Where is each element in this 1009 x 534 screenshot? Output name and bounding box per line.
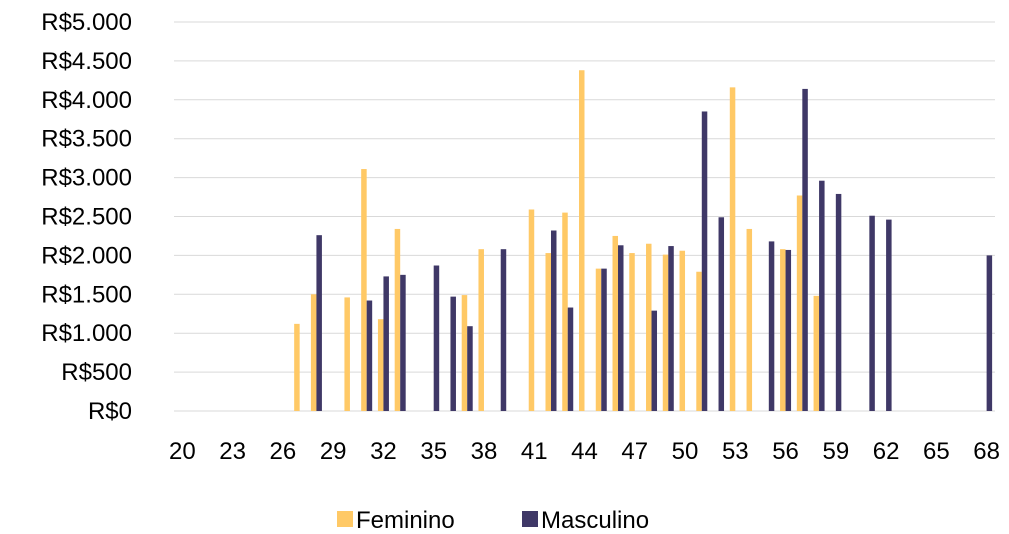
bar-masculino-43	[567, 307, 574, 411]
x-tick-label: 68	[973, 438, 1000, 465]
bar-masculino-56	[785, 249, 792, 411]
y-tick-label: R$3.500	[41, 126, 132, 153]
bar-masculino-59	[835, 193, 842, 411]
bar-masculino-51	[701, 111, 708, 411]
x-axis-ticks: 20 23 26 29 32 35 38 41 44 47 50 53 56 59 62 65 68	[169, 438, 1000, 465]
bar-feminino-49	[662, 254, 669, 411]
legend-swatch-masculino	[522, 511, 538, 527]
x-tick-label: 53	[722, 438, 749, 465]
y-tick-label: R$0	[88, 398, 132, 425]
bar-masculino-58	[819, 180, 825, 411]
bar-feminino-30	[344, 297, 350, 411]
x-tick-label: 41	[521, 438, 548, 465]
bar-feminino-58	[813, 295, 820, 411]
bar-feminino-27	[294, 323, 300, 411]
x-tick-label: 50	[672, 438, 699, 465]
y-tick-label: R$5.000	[41, 9, 132, 36]
legend-label-feminino: Feminino	[356, 507, 455, 534]
bar-feminino-57	[796, 195, 803, 411]
bar-masculino-32	[383, 276, 389, 411]
bar-masculino-62	[886, 219, 892, 411]
bar-masculino-46	[618, 245, 624, 411]
x-tick-label: 26	[270, 438, 297, 465]
x-tick-label: 62	[873, 438, 900, 465]
bar-feminino-32	[377, 319, 384, 411]
x-tick-label: 32	[370, 438, 397, 465]
bar-masculino-28	[316, 235, 322, 411]
legend-swatch-feminino	[337, 511, 353, 527]
x-tick-label: 23	[219, 438, 246, 465]
bar-masculino-31	[366, 300, 373, 411]
bar-masculino-37	[467, 326, 473, 411]
y-tick-label: R$1.000	[41, 320, 132, 347]
bar-masculino-35	[433, 265, 440, 411]
bar-feminino-42	[545, 253, 551, 411]
bar-feminino-31	[361, 169, 367, 411]
bar-feminino-53	[729, 87, 736, 411]
bar-feminino-46	[612, 235, 619, 411]
bar-feminino-33	[394, 228, 401, 411]
x-tick-label: 29	[320, 438, 347, 465]
y-tick-label: R$500	[61, 359, 132, 386]
legend: Feminino Masculino	[337, 507, 649, 534]
bar-masculino-61	[869, 215, 875, 411]
bar-masculino-48	[651, 310, 658, 411]
bar-masculino-39	[500, 249, 507, 411]
x-tick-label: 35	[420, 438, 447, 465]
bar-feminino-28	[310, 294, 317, 411]
bar-masculino-45	[601, 268, 607, 411]
bar-masculino-49	[668, 246, 674, 411]
bar-feminino-48	[646, 243, 652, 411]
y-tick-label: R$1.500	[41, 281, 132, 308]
y-tick-label: R$2.500	[41, 204, 132, 231]
x-tick-label: 44	[571, 438, 598, 465]
bar-feminino-50	[679, 250, 686, 411]
x-tick-label: 65	[923, 438, 950, 465]
bar-masculino-33	[400, 274, 406, 411]
bar-masculino-68	[986, 255, 993, 411]
bar-feminino-43	[562, 212, 568, 411]
bars	[294, 70, 993, 412]
bar-masculino-36	[450, 296, 456, 411]
x-tick-label: 56	[772, 438, 799, 465]
bar-masculino-55	[768, 241, 775, 411]
x-tick-label: 20	[169, 438, 196, 465]
bar-masculino-52	[718, 217, 725, 411]
bar-feminino-37	[461, 295, 468, 411]
bar-feminino-41	[528, 209, 535, 411]
bar-feminino-54	[746, 228, 753, 411]
bar-feminino-51	[696, 271, 702, 411]
legend-label-masculino: Masculino	[541, 507, 649, 534]
bar-feminino-47	[629, 253, 635, 411]
y-tick-label: R$4.000	[41, 87, 132, 114]
y-tick-label: R$2.000	[41, 242, 132, 269]
bar-feminino-56	[780, 249, 786, 411]
y-tick-label: R$3.000	[41, 165, 132, 192]
bar-masculino-57	[802, 88, 808, 411]
y-axis-ticks: R$0 R$500 R$1.000 R$1.500 R$2.000 R$2.500 R$3.…	[41, 9, 132, 425]
bar-masculino-42	[550, 230, 557, 411]
bar-feminino-38	[478, 249, 484, 411]
y-tick-label: R$4.500	[41, 48, 132, 75]
x-tick-label: 59	[822, 438, 849, 465]
bar-feminino-45	[595, 268, 602, 411]
x-tick-label: 38	[471, 438, 498, 465]
bar-feminino-44	[579, 70, 585, 412]
x-tick-label: 47	[621, 438, 648, 465]
